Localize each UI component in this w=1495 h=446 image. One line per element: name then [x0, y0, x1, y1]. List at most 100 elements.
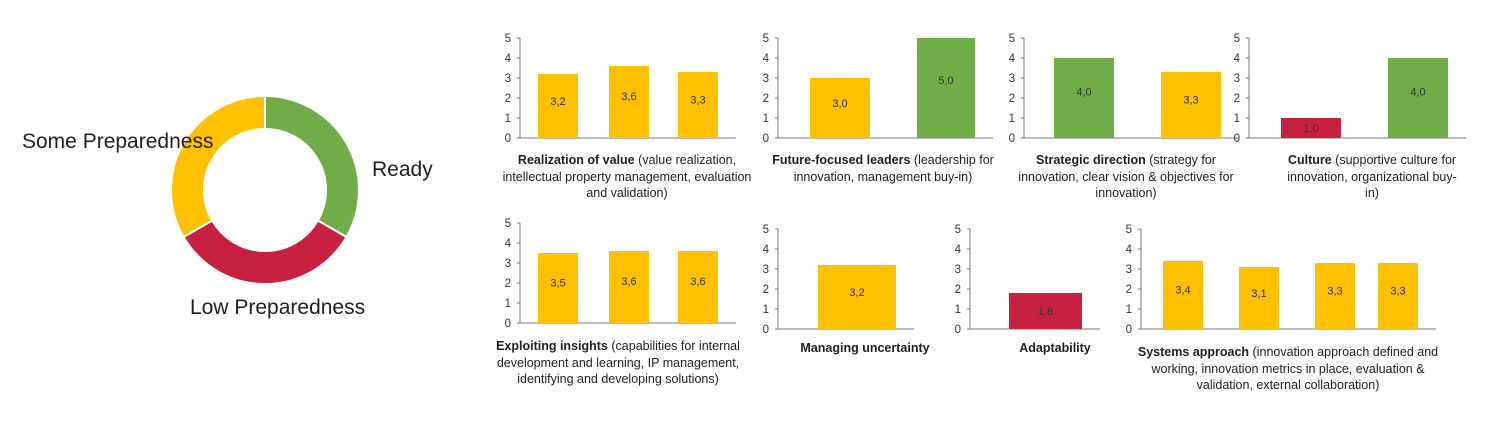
- chart-culture: 0 1 2 3 4 5 1,0 4,0: [1234, 33, 1466, 145]
- managing-uncertainty-y-tick-label: 0: [763, 324, 769, 336]
- caption-future-focused-leaders: Future-focused leaders (leadership for i…: [768, 152, 998, 185]
- title-managing-uncertainty: Managing uncertainty: [800, 341, 930, 355]
- realization-of-value-y-tick-label: 3: [505, 73, 511, 85]
- chart-strategic-direction: 0 1 2 3 4 5 4,0 3,3: [1009, 33, 1239, 145]
- exploiting-insights-bar: [609, 251, 649, 323]
- systems-approach-data-label: 3,4: [1175, 285, 1190, 297]
- systems-approach-y-tick-label: 5: [1126, 224, 1132, 236]
- caption-systems-approach: Systems approach (innovation approach de…: [1133, 344, 1443, 394]
- strategic-direction-y-tick-label: 2: [1009, 93, 1015, 105]
- subtitle-realization-of-value: (value realization, intellectual propert…: [502, 153, 752, 200]
- managing-uncertainty-y-tick-label: 3: [763, 264, 769, 276]
- culture-y-tick-label: 0: [1234, 133, 1240, 145]
- realization-of-value-bar: [609, 66, 649, 138]
- panel-strategic-direction: 0 1 2 3 4 5 4,0 3,3: [1006, 33, 1239, 146]
- panel-adaptability: 0 1 2 3 4 5 1,8: [952, 224, 1100, 337]
- exploiting-insights-y-tick-label: 2: [505, 278, 511, 290]
- chart-adaptability: 0 1 2 3 4 5 1,8: [955, 224, 1100, 336]
- adaptability-y-tick-label: 3: [955, 264, 961, 276]
- future-focused-leaders-bar: [810, 78, 870, 138]
- subtitle-future-focused-leaders: (leadership for innovation, management b…: [793, 153, 994, 184]
- strategic-direction-bar: [1161, 72, 1221, 138]
- realization-of-value-bar: [538, 74, 578, 138]
- donut-slice-some-preparedness: [170, 95, 266, 239]
- future-focused-leaders-y-tick-label: 5: [763, 33, 769, 45]
- managing-uncertainty-y-tick-label: 1: [763, 304, 769, 316]
- future-focused-leaders-y-tick-label: 2: [763, 93, 769, 105]
- panel-realization-of-value: 0 1 2 3 4 5 3,2 3,6 3,3: [498, 33, 748, 146]
- donut-label-low-preparedness: Low Preparedness: [190, 296, 366, 319]
- caption-realization-of-value: Realization of value (value realization,…: [497, 152, 757, 202]
- chart-managing-uncertainty: 0 1 2 3 4 5 3,2: [763, 224, 914, 336]
- donut-label-some-preparedness: Some Preparedness: [22, 130, 214, 153]
- preparedness-donut-chart: [170, 95, 360, 285]
- systems-approach-bar: [1163, 261, 1203, 329]
- systems-approach-bar: [1239, 267, 1279, 329]
- systems-approach-bar: [1378, 263, 1418, 329]
- adaptability-bar: [1009, 293, 1082, 329]
- strategic-direction-data-label: 4,0: [1076, 87, 1091, 99]
- managing-uncertainty-y-tick-label: 5: [763, 224, 769, 236]
- future-focused-leaders-bar: [917, 38, 975, 138]
- subtitle-culture: (supportive culture for innovation, orga…: [1287, 153, 1457, 200]
- strategic-direction-y-tick-label: 3: [1009, 73, 1015, 85]
- realization-of-value-bar: [678, 72, 718, 138]
- exploiting-insights-data-label: 3,6: [621, 276, 636, 288]
- realization-of-value-y-tick-label: 2: [505, 93, 511, 105]
- systems-approach-bar: [1315, 263, 1355, 329]
- systems-approach-data-label: 3,3: [1390, 286, 1405, 298]
- panel-managing-uncertainty: 0 1 2 3 4 5 3,2: [760, 224, 915, 337]
- managing-uncertainty-data-label: 3,2: [849, 287, 864, 299]
- chart-realization-of-value: 0 1 2 3 4 5 3,2 3,6 3,3: [505, 33, 736, 145]
- systems-approach-y-tick-label: 2: [1126, 284, 1132, 296]
- adaptability-y-tick-label: 1: [955, 304, 961, 316]
- systems-approach-y-tick-label: 0: [1126, 324, 1132, 336]
- donut-slice-low-preparedness: [182, 219, 348, 285]
- caption-exploiting-insights: Exploiting insights (capabilities for in…: [493, 338, 743, 388]
- exploiting-insights-y-tick-label: 3: [505, 258, 511, 270]
- exploiting-insights-data-label: 3,5: [550, 277, 565, 289]
- future-focused-leaders-y-tick-label: 1: [763, 113, 769, 125]
- strategic-direction-data-label: 3,3: [1183, 95, 1198, 107]
- title-future-focused-leaders: Future-focused leaders: [772, 153, 911, 167]
- caption-managing-uncertainty: Managing uncertainty: [780, 340, 950, 357]
- managing-uncertainty-y-tick-label: 4: [763, 244, 770, 256]
- culture-data-label: 4,0: [1410, 87, 1425, 99]
- title-strategic-direction: Strategic direction: [1036, 153, 1146, 167]
- caption-culture: Culture (supportive culture for innovati…: [1282, 152, 1462, 202]
- panel-systems-approach: 0 1 2 3 4 5 3,4 3,1 3,3 3,3: [1122, 224, 1442, 337]
- subtitle-systems-approach: (innovation approach defined and working…: [1151, 345, 1439, 392]
- culture-y-tick-label: 4: [1234, 53, 1241, 65]
- caption-adaptability: Adaptability: [985, 340, 1125, 357]
- future-focused-leaders-data-label: 5,0: [938, 75, 953, 87]
- panel-exploiting-insights: 0 1 2 3 4 5 3,5 3,6 3,6: [498, 218, 748, 331]
- systems-approach-data-label: 3,1: [1251, 288, 1266, 300]
- managing-uncertainty-y-tick-label: 2: [763, 284, 769, 296]
- subtitle-strategic-direction: (strategy for innovation, clear vision &…: [1018, 153, 1234, 200]
- title-culture: Culture: [1287, 153, 1332, 167]
- panel-future-focused-leaders: 0 1 2 3 4 5 3,0 5,0: [760, 33, 993, 146]
- culture-bar: [1388, 58, 1448, 138]
- title-adaptability: Adaptability: [1019, 341, 1091, 355]
- exploiting-insights-y-tick-label: 1: [505, 298, 511, 310]
- future-focused-leaders-y-tick-label: 0: [763, 133, 769, 145]
- realization-of-value-y-tick-label: 1: [505, 113, 511, 125]
- strategic-direction-y-tick-label: 0: [1009, 133, 1015, 145]
- exploiting-insights-bar: [678, 251, 718, 323]
- title-realization-of-value: Realization of value: [517, 153, 635, 167]
- exploiting-insights-y-tick-label: 0: [505, 318, 511, 330]
- future-focused-leaders-y-tick-label: 3: [763, 73, 769, 85]
- realization-of-value-y-tick-label: 4: [505, 53, 512, 65]
- donut-label-ready: Ready: [372, 158, 433, 181]
- realization-of-value-data-label: 3,2: [550, 96, 565, 108]
- chart-systems-approach: 0 1 2 3 4 5 3,4 3,1 3,3 3,3: [1126, 224, 1436, 336]
- strategic-direction-y-tick-label: 4: [1009, 53, 1016, 65]
- strategic-direction-bar: [1054, 58, 1114, 138]
- chart-exploiting-insights: 0 1 2 3 4 5 3,5 3,6 3,6: [505, 218, 736, 330]
- culture-y-tick-label: 5: [1234, 33, 1240, 45]
- culture-y-tick-label: 3: [1234, 73, 1240, 85]
- caption-strategic-direction: Strategic direction (strategy for innova…: [1010, 152, 1242, 202]
- managing-uncertainty-bar: [818, 265, 896, 329]
- adaptability-data-label: 1,8: [1038, 306, 1053, 318]
- exploiting-insights-bar: [538, 253, 578, 323]
